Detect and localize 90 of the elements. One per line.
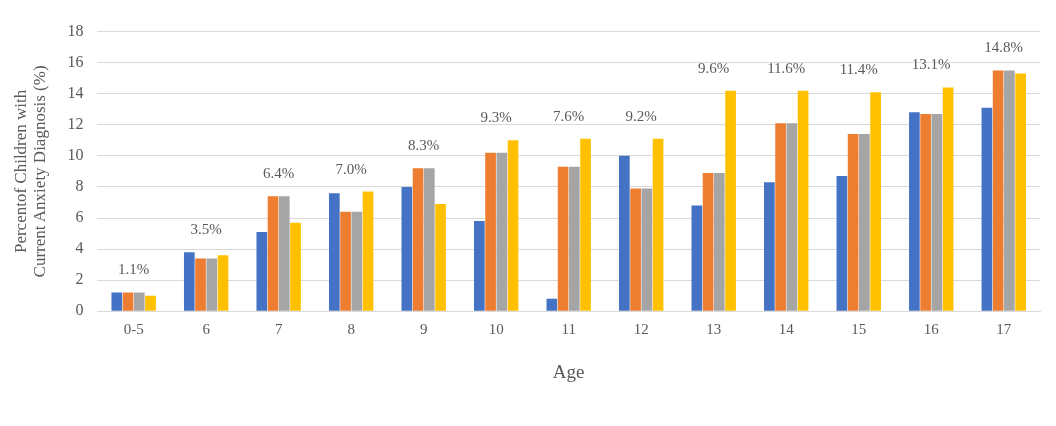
bar bbox=[859, 134, 870, 311]
annotation: 8.3% bbox=[408, 137, 440, 154]
y-tick-label: 2 bbox=[75, 270, 84, 288]
annotation: 11.6% bbox=[767, 59, 806, 76]
bar bbox=[775, 123, 786, 311]
bar bbox=[183, 252, 195, 311]
y-tick-label: 6 bbox=[75, 208, 84, 226]
bar bbox=[870, 92, 881, 311]
annotation: 9.2% bbox=[625, 107, 657, 124]
bar bbox=[641, 188, 653, 311]
x-tick-label: 17 bbox=[996, 321, 1012, 338]
bar bbox=[652, 138, 664, 311]
bar bbox=[435, 204, 446, 311]
bar bbox=[931, 113, 943, 311]
annotation: 7.6% bbox=[553, 107, 585, 124]
x-tick-label: 12 bbox=[633, 321, 649, 338]
bar bbox=[580, 138, 591, 311]
bar bbox=[786, 123, 798, 311]
bar bbox=[496, 152, 508, 311]
bar bbox=[714, 172, 725, 311]
bar bbox=[619, 155, 630, 311]
bar bbox=[909, 112, 920, 311]
bar bbox=[474, 221, 485, 311]
bar bbox=[1015, 73, 1026, 311]
annotation: 14.8% bbox=[984, 39, 1024, 56]
annotation: 1.1% bbox=[118, 261, 150, 278]
bar bbox=[630, 188, 641, 311]
bar bbox=[206, 258, 218, 311]
x-tick-label: 8 bbox=[347, 321, 355, 338]
x-tick-label: 6 bbox=[202, 321, 211, 338]
annotation: 9.6% bbox=[698, 59, 730, 76]
bar bbox=[725, 90, 736, 311]
bar bbox=[568, 166, 580, 311]
bar bbox=[217, 255, 229, 311]
bar bbox=[546, 298, 558, 311]
bar bbox=[1004, 70, 1015, 311]
y-axis-title: Percentof Children with Current Anxiety Diagnosis (%) bbox=[10, 65, 49, 278]
x-tick-label: 16 bbox=[923, 321, 940, 338]
bar bbox=[267, 196, 279, 311]
y-tick-label: 10 bbox=[67, 146, 84, 164]
x-tick-label: 13 bbox=[706, 321, 722, 338]
bar bbox=[145, 295, 156, 311]
y-tick-label: 0 bbox=[75, 301, 84, 319]
bar bbox=[362, 191, 374, 311]
y-tick-label: 16 bbox=[67, 52, 84, 70]
annotation: 6.4% bbox=[263, 165, 295, 182]
bar bbox=[942, 87, 954, 311]
y-tick-label: 14 bbox=[67, 83, 84, 101]
bar bbox=[290, 222, 301, 311]
bar bbox=[507, 140, 519, 311]
annotation: 7.0% bbox=[335, 160, 367, 177]
bar bbox=[847, 134, 859, 311]
bar bbox=[278, 196, 290, 311]
annotation: 3.5% bbox=[190, 221, 222, 238]
annotation: 13.1% bbox=[911, 56, 951, 73]
bar bbox=[111, 292, 123, 311]
annotation: 11.4% bbox=[839, 61, 878, 78]
x-axis-title: Age bbox=[552, 360, 585, 382]
y-tick-label: 12 bbox=[67, 115, 84, 132]
bar bbox=[133, 292, 145, 311]
bar bbox=[992, 70, 1004, 311]
bar bbox=[423, 168, 435, 311]
bar bbox=[836, 176, 848, 311]
x-tick-label: 0-5 bbox=[123, 321, 144, 338]
bar bbox=[797, 90, 809, 311]
annotation: 9.3% bbox=[480, 109, 512, 126]
bar bbox=[256, 231, 268, 311]
bar bbox=[122, 292, 134, 311]
x-tick-label: 9 bbox=[419, 321, 428, 338]
bar bbox=[981, 107, 993, 311]
bar bbox=[485, 152, 496, 311]
bar bbox=[920, 113, 931, 311]
bar bbox=[401, 186, 413, 311]
bar bbox=[412, 168, 424, 311]
bar bbox=[351, 211, 363, 311]
y-tick-label: 4 bbox=[75, 239, 84, 257]
bar bbox=[691, 205, 703, 311]
bar bbox=[340, 211, 351, 311]
x-tick-label: 14 bbox=[778, 321, 795, 338]
x-tick-label: 10 bbox=[488, 321, 504, 338]
x-tick-label: 7 bbox=[274, 321, 283, 338]
x-tick-label: 11 bbox=[561, 321, 576, 338]
y-tick-label: 8 bbox=[75, 177, 84, 195]
bar bbox=[328, 193, 340, 311]
y-tick-label: 18 bbox=[67, 21, 84, 39]
bar bbox=[764, 182, 775, 311]
bar bbox=[702, 172, 714, 311]
bar bbox=[557, 166, 569, 311]
x-tick-label: 15 bbox=[851, 321, 867, 338]
bar bbox=[195, 258, 206, 311]
